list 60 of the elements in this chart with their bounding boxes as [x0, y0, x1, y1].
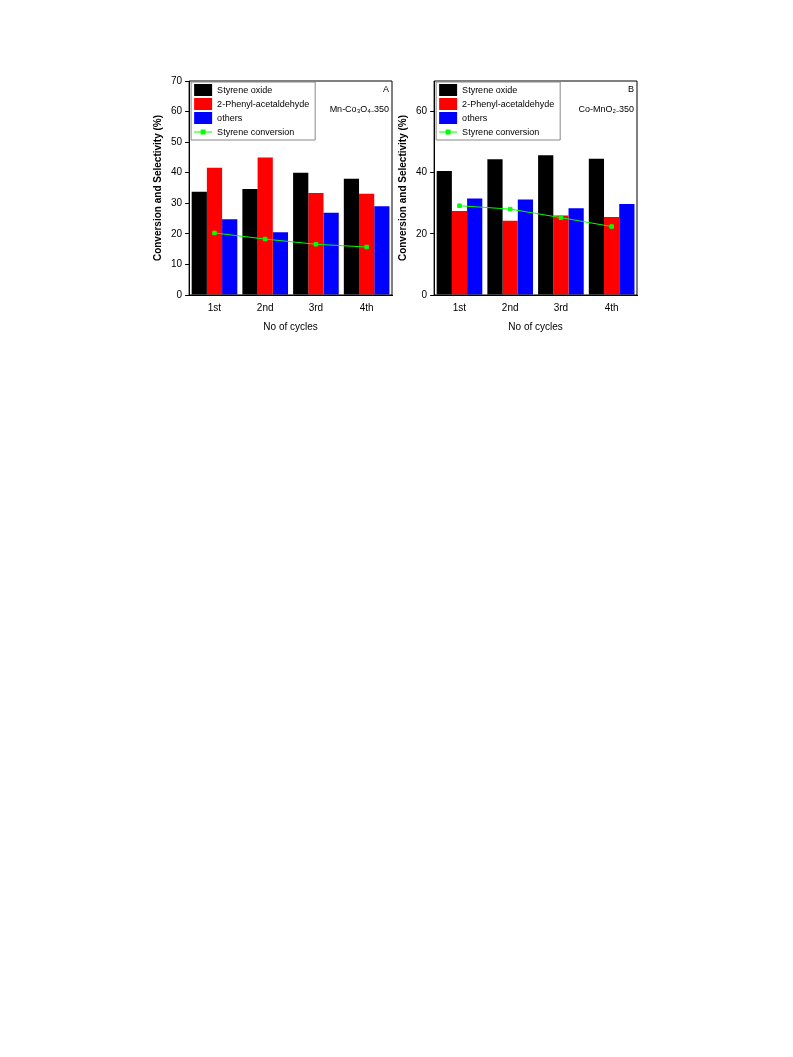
legend-label: Styrene oxide [462, 84, 518, 95]
x-tick-label: 3rd [308, 301, 324, 313]
x-tick-label: 4th [604, 301, 619, 313]
point [262, 236, 268, 242]
legend-label: Styrene oxide [217, 84, 273, 95]
point [609, 224, 614, 229]
legend-label: 2-Phenyl-acetaldehyde [217, 98, 310, 109]
bar [619, 203, 635, 295]
bar [206, 167, 223, 295]
y-axis-title: Conversion and Selectivity (%) [396, 114, 408, 262]
x-axis-title: No of cycles [508, 320, 563, 332]
bar [374, 206, 390, 295]
annotation: B [627, 83, 634, 94]
y-tick-label: 70 [171, 74, 183, 86]
bar [517, 199, 534, 295]
x-tick-label: 2nd [501, 301, 519, 313]
legend-label: others [462, 112, 488, 123]
bar [323, 212, 339, 295]
bar [451, 210, 468, 295]
legend-label: Styrene conversion [462, 126, 540, 137]
bar [308, 192, 324, 295]
bar [467, 198, 483, 295]
bar [502, 220, 518, 295]
y-tick-label: 10 [171, 258, 183, 270]
bar [604, 217, 620, 295]
point [212, 230, 217, 236]
y-tick-label: 30 [171, 197, 183, 209]
x-tick-label: 4th [359, 301, 374, 313]
annotation: A [382, 83, 389, 94]
y-tick-label: 40 [171, 166, 183, 178]
x-tick-label: 1st [207, 301, 222, 313]
annotation: Mn-Co₃O₄₋350 [329, 103, 389, 114]
point [558, 215, 564, 220]
bar [553, 215, 569, 295]
x-tick-label: 1st [452, 301, 467, 313]
point [364, 244, 369, 250]
y-tick-label: 60 [171, 105, 183, 117]
y-tick-label: 0 [421, 288, 428, 300]
y-tick-label: 50 [171, 135, 183, 147]
x-tick-label: 3rd [553, 301, 569, 313]
y-tick-label: 60 [416, 105, 428, 117]
y-tick-label: 20 [416, 227, 428, 239]
x-tick-label: 2nd [256, 301, 274, 313]
point [457, 203, 462, 208]
bar [568, 208, 584, 295]
annotation: Co-MnO₂₋350 [578, 103, 634, 114]
point [313, 241, 319, 247]
legend-label: Styrene conversion [217, 126, 295, 137]
y-tick-label: 0 [176, 288, 183, 300]
point [507, 206, 513, 212]
y-tick-label: 20 [171, 227, 183, 239]
legend-label: others [217, 112, 243, 123]
x-axis-title: No of cycles [263, 320, 318, 332]
bar [272, 232, 289, 295]
bar [359, 193, 375, 295]
y-tick-label: 40 [416, 166, 428, 178]
y-axis-title: Conversion and Selectivity (%) [151, 114, 163, 262]
legend-label: 2-Phenyl-acetaldehyde [462, 98, 555, 109]
bar [257, 157, 273, 295]
bar [222, 219, 238, 295]
